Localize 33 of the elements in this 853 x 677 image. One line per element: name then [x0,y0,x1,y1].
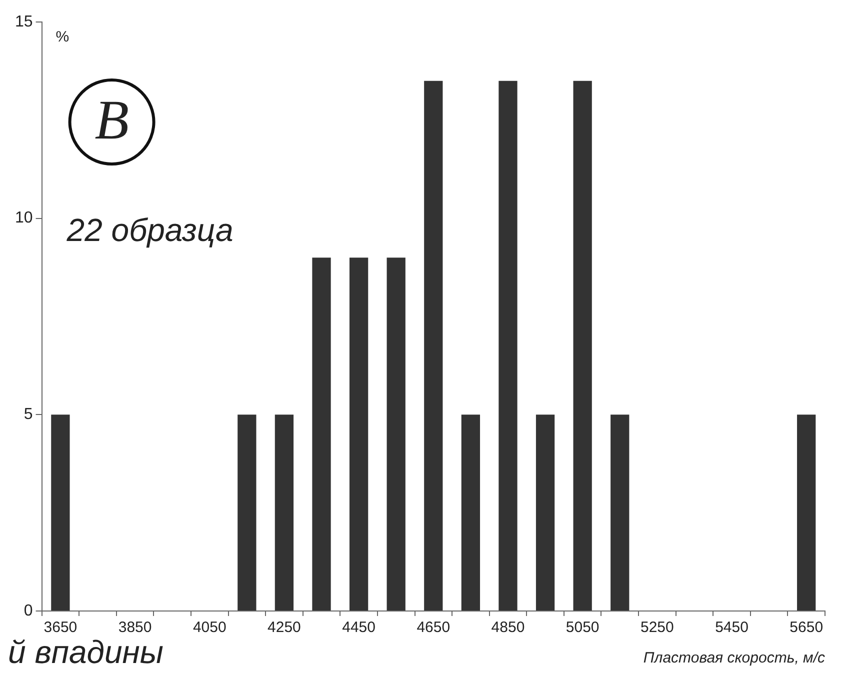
bar [536,414,555,610]
x-axis-title: Пластовая скорость, м/с [643,650,826,667]
x-tick-label: 5050 [566,619,600,636]
x-tick-label: 4050 [192,619,226,636]
x-tick-label: 3850 [118,619,152,636]
bar [349,258,368,610]
x-tick-label: 5450 [715,619,748,636]
text: й впадины [8,634,164,670]
x-tick-label: 4650 [416,619,450,636]
bar [797,414,816,610]
y-axis-title: % [56,28,70,46]
bar [573,80,592,610]
bar [274,414,294,610]
y-tick-label: 5 [24,406,33,424]
y-tick-label: 0 [24,602,33,620]
bar [461,414,480,610]
x-tick-label: 4850 [491,619,525,636]
y-tick-label: 15 [15,13,33,30]
x-tick-label: 3650 [44,619,78,636]
annotation: 22 образца [66,212,234,248]
bar [51,414,70,610]
x-tick-label: 4450 [342,619,376,636]
x-tick-label: 5650 [790,619,824,636]
bar [238,414,256,610]
y-tick-label: 10 [15,210,33,227]
bar [312,258,331,610]
bar [424,80,443,610]
bar [386,258,406,610]
bar [610,414,630,610]
bar [498,80,518,610]
x-tick-label: 5250 [640,619,674,636]
annotation: В [94,90,129,152]
x-tick-label: 4250 [268,619,301,636]
